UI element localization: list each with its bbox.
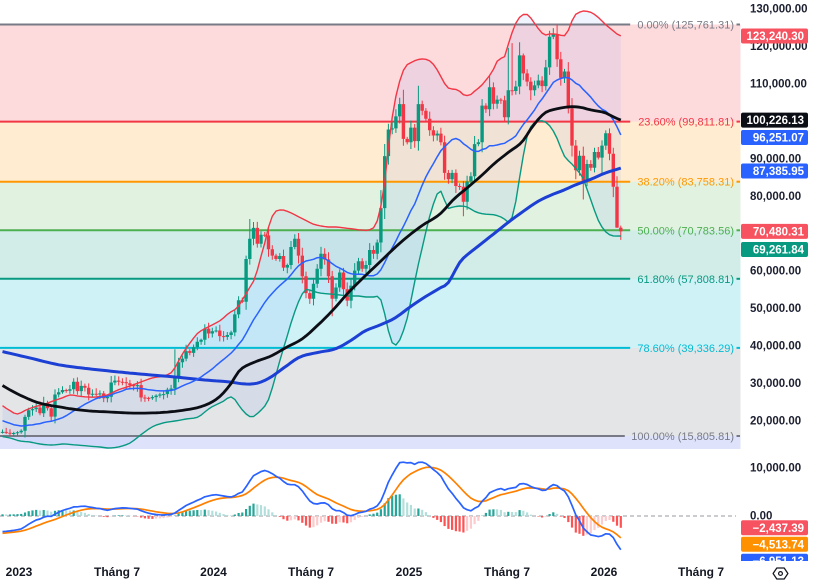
svg-text:61.80% (57,808.81): 61.80% (57,808.81) xyxy=(637,274,734,286)
svg-text:10,000.00: 10,000.00 xyxy=(750,463,801,475)
svg-text:2024: 2024 xyxy=(200,565,227,579)
svg-text:80,000.00: 80,000.00 xyxy=(750,191,801,203)
svg-text:−4,513.74: −4,513.74 xyxy=(753,539,805,551)
svg-text:Tháng 7: Tháng 7 xyxy=(288,565,334,579)
svg-text:−2,437.39: −2,437.39 xyxy=(753,523,804,535)
svg-text:50.00% (70,783.56): 50.00% (70,783.56) xyxy=(637,225,734,237)
svg-text:87,385.95: 87,385.95 xyxy=(753,166,805,178)
svg-text:100,226.13: 100,226.13 xyxy=(746,115,804,127)
svg-text:120,000.00: 120,000.00 xyxy=(750,41,808,53)
svg-text:2025: 2025 xyxy=(396,565,423,579)
svg-text:50,000.00: 50,000.00 xyxy=(750,303,801,315)
svg-text:38.20% (83,758.31): 38.20% (83,758.31) xyxy=(637,177,734,189)
svg-text:70,480.31: 70,480.31 xyxy=(753,226,805,238)
svg-text:30,000.00: 30,000.00 xyxy=(750,378,801,390)
svg-text:0.00: 0.00 xyxy=(750,511,772,523)
svg-text:Tháng 7: Tháng 7 xyxy=(484,565,530,579)
svg-text:130,000.00: 130,000.00 xyxy=(750,4,808,16)
svg-text:90,000.00: 90,000.00 xyxy=(750,153,801,165)
svg-text:−6,951.13: −6,951.13 xyxy=(753,556,804,568)
svg-text:2026: 2026 xyxy=(591,565,618,579)
svg-text:60,000.00: 60,000.00 xyxy=(750,266,801,278)
svg-text:2023: 2023 xyxy=(6,565,33,579)
svg-text:78.60% (39,336.29): 78.60% (39,336.29) xyxy=(637,343,734,355)
svg-text:23.60% (99,811.81): 23.60% (99,811.81) xyxy=(638,117,734,129)
svg-text:40,000.00: 40,000.00 xyxy=(750,341,801,353)
svg-text:100.00% (15,805.81): 100.00% (15,805.81) xyxy=(631,431,734,443)
svg-text:Tháng 7: Tháng 7 xyxy=(94,565,140,579)
svg-text:123,240.30: 123,240.30 xyxy=(746,31,804,43)
svg-text:69,261.84: 69,261.84 xyxy=(753,245,805,257)
svg-text:Tháng 7: Tháng 7 xyxy=(678,565,724,579)
svg-text:0.00% (125,761.31): 0.00% (125,761.31) xyxy=(637,20,734,32)
svg-text:96,251.07: 96,251.07 xyxy=(753,133,804,145)
svg-text:20,000.00: 20,000.00 xyxy=(750,415,801,427)
svg-text:110,000.00: 110,000.00 xyxy=(750,79,807,91)
